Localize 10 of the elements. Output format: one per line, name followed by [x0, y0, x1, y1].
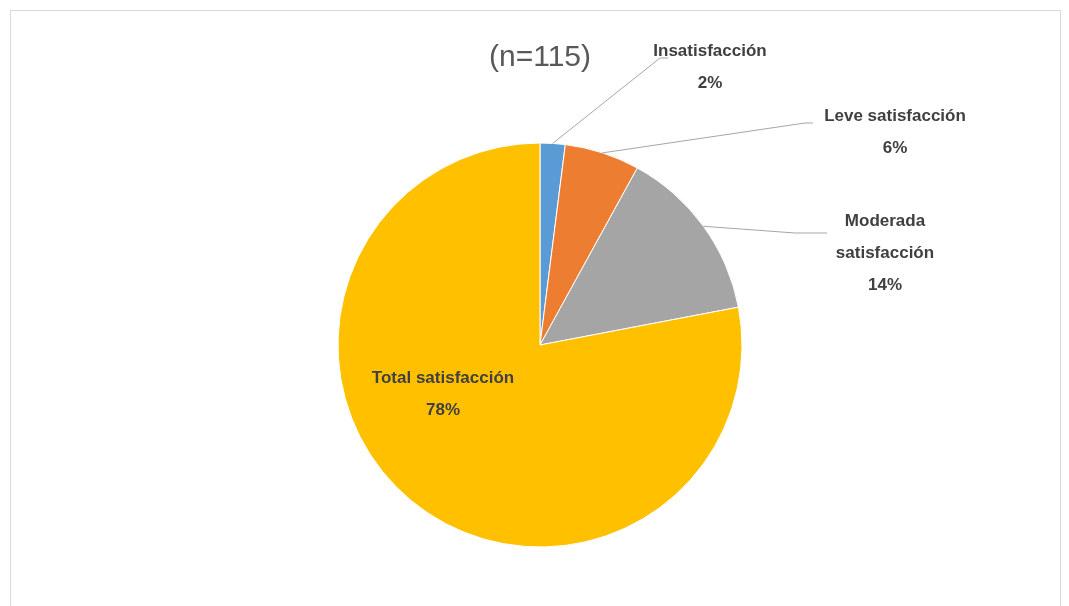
- slice-label: Moderada satisfacción: [835, 211, 935, 262]
- slice-label: Leve satisfacción: [824, 106, 966, 125]
- data-label: 78%: [425, 400, 461, 419]
- data-label: 6%: [882, 138, 908, 157]
- data-label: 14%: [867, 275, 903, 294]
- slice-label: Insatisfacción: [653, 41, 767, 60]
- data-label: 2%: [697, 73, 723, 92]
- slice-label: Total satisfacción: [371, 368, 515, 387]
- chart-title: (n=115): [488, 39, 592, 72]
- pie-slice: [337, 142, 743, 548]
